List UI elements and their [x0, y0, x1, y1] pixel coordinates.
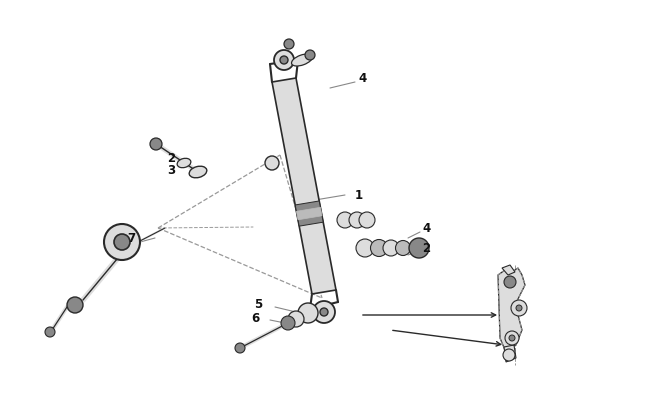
Circle shape — [150, 138, 162, 150]
Circle shape — [114, 234, 130, 250]
Polygon shape — [504, 345, 516, 362]
Circle shape — [359, 212, 375, 228]
Circle shape — [320, 308, 328, 316]
Polygon shape — [498, 268, 525, 350]
Circle shape — [45, 327, 55, 337]
Circle shape — [67, 297, 83, 313]
Circle shape — [281, 316, 295, 330]
Text: 4: 4 — [358, 71, 366, 85]
Circle shape — [305, 50, 315, 60]
Circle shape — [280, 56, 288, 64]
Ellipse shape — [189, 166, 207, 178]
Circle shape — [503, 349, 515, 361]
Ellipse shape — [177, 158, 191, 168]
Text: 6: 6 — [252, 312, 260, 325]
Circle shape — [235, 343, 245, 353]
Text: 3: 3 — [167, 164, 175, 176]
Circle shape — [505, 331, 519, 345]
Text: 4: 4 — [422, 222, 430, 234]
Circle shape — [409, 238, 429, 258]
Text: 1: 1 — [355, 188, 363, 202]
Circle shape — [383, 240, 399, 256]
Circle shape — [370, 239, 387, 256]
Text: 7: 7 — [127, 232, 135, 244]
Text: 2: 2 — [167, 151, 175, 164]
Circle shape — [337, 212, 353, 228]
Circle shape — [356, 239, 374, 257]
Circle shape — [104, 224, 140, 260]
Ellipse shape — [291, 54, 313, 66]
Circle shape — [516, 305, 522, 311]
Polygon shape — [296, 208, 322, 220]
Circle shape — [395, 241, 411, 256]
Polygon shape — [272, 78, 336, 294]
Polygon shape — [295, 201, 323, 226]
Circle shape — [509, 335, 515, 341]
Circle shape — [284, 39, 294, 49]
Ellipse shape — [298, 303, 318, 323]
Circle shape — [265, 156, 279, 170]
Ellipse shape — [288, 311, 304, 327]
Circle shape — [511, 300, 527, 316]
Circle shape — [504, 276, 516, 288]
Polygon shape — [502, 265, 515, 275]
Circle shape — [274, 50, 294, 70]
Text: 5: 5 — [254, 298, 262, 310]
Circle shape — [349, 212, 365, 228]
Circle shape — [313, 301, 335, 323]
Text: 2: 2 — [422, 242, 430, 254]
